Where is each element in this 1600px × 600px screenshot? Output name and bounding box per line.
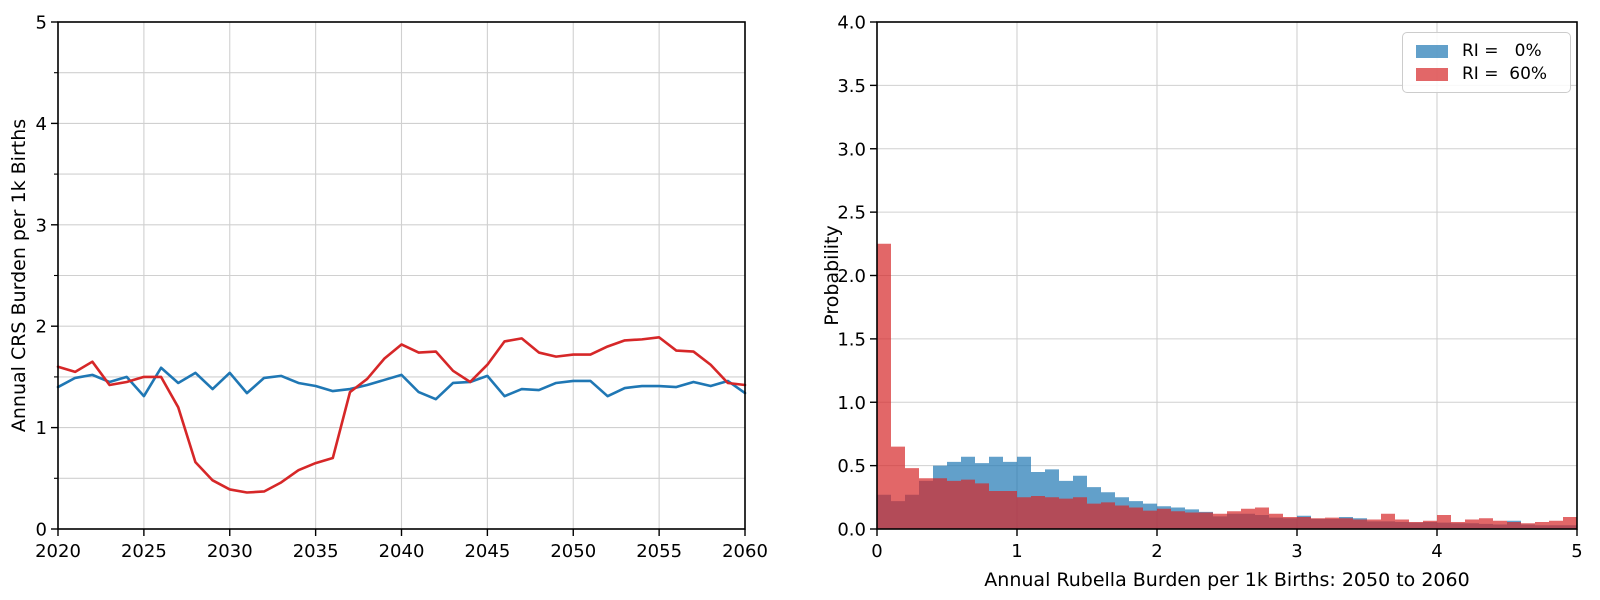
right-x-axis-label: Annual Rubella Burden per 1k Births: 205… [984,569,1469,591]
y-tick-label: 2.5 [837,203,866,224]
x-tick-label: 2055 [636,541,682,562]
y-tick-label: 2 [36,317,47,338]
legend-entry-ri-0: RI = 0% [1416,41,1560,61]
crs-line-chart: 2020 2025 2030 2035 2040 2045 2050 2055 2060 0 1 2 3… [35,13,768,563]
x-tick-label: 1 [1011,541,1022,562]
histogram-series-ri-60 [877,243,1577,529]
legend-entry-ri-60: RI = 60% [1416,64,1560,84]
x-tick-label: 2045 [464,541,510,562]
x-tick-label: 0 [871,541,882,562]
x-tick-label: 4 [1431,541,1442,562]
y-tick-label: 0 [36,520,47,541]
left-y-axis-label: Annual CRS Burden per 1k Births [8,119,30,432]
y-tick-label: 0.5 [837,456,866,477]
legend-label-ri-0: RI = 0% [1462,40,1542,61]
y-tick-label: 1.5 [837,329,866,350]
x-tick-label: 2040 [379,541,425,562]
legend-swatch-red [1416,67,1448,81]
right-y-axis-label: Probability [821,225,843,325]
y-tick-label: 2.0 [837,266,866,287]
x-tick-label: 2035 [293,541,339,562]
legend-label-ri-60: RI = 60% [1462,63,1548,84]
y-tick-label: 1 [36,418,47,439]
x-tick-label: 2 [1151,541,1162,562]
line-series-ri-60 [56,336,747,494]
legend: RI = 0% RI = 60% [1402,32,1571,93]
y-tick-label: 3.0 [837,139,866,160]
y-tick-label: 4 [36,114,47,135]
x-tick-label: 2060 [722,541,768,562]
y-tick-label: 3.5 [837,76,866,97]
y-tick-label: 3 [36,215,47,236]
rubella-histogram: 0 1 2 3 4 5 0.0 0.5 1.0 1.5 2.0 2.5 3.0 3.5 4.0 [837,13,1582,563]
legend-swatch-blue [1416,44,1448,58]
y-tick-label: 4.0 [837,13,866,34]
line-series-ri-0 [56,366,747,401]
y-tick-label: 1.0 [837,393,866,414]
x-tick-label: 3 [1291,541,1302,562]
y-tick-label: 0.0 [837,520,866,541]
y-tick-label: 5 [36,13,47,34]
x-tick-label: 2020 [35,541,81,562]
x-tick-label: 2030 [207,541,253,562]
x-tick-label: 2025 [121,541,167,562]
x-tick-label: 5 [1571,541,1582,562]
x-tick-label: 2050 [550,541,596,562]
